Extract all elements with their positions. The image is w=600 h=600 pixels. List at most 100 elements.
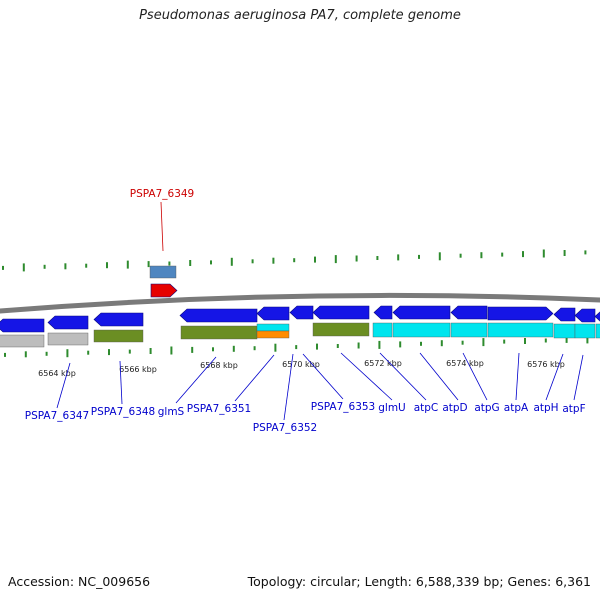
outer-tick [438,252,441,261]
leader-line [419,352,459,401]
gene-label[interactable]: PSPA7_6353 [311,401,376,413]
inner-tick [170,346,173,355]
gene-label[interactable]: glmU [378,402,406,414]
kbp-label: 6570 kbp [282,360,320,369]
inner-tick [440,340,443,347]
inner-tick [149,348,152,354]
cds-arrow [594,311,600,322]
inner-tick [420,341,422,346]
inner-tick [461,340,464,345]
inner-tick [544,338,547,343]
cog-bar [47,332,89,346]
outer-tick [418,254,420,259]
inner-tick [586,335,589,344]
gene-label[interactable]: PSPA7_6348 [91,406,156,418]
inner-tick [503,339,506,344]
gene-label[interactable]: PSPA7_6352 [253,422,318,434]
gene-label[interactable]: atpF [562,403,585,415]
outer-tick [64,263,67,270]
outer-tick [147,261,150,268]
leader-line [573,354,584,401]
leader-line [302,353,344,400]
cds-arrow [93,312,144,327]
cds-arrow [553,307,576,322]
cds-arrow [47,315,89,330]
rna-feature [149,265,177,279]
outer-tick [22,263,25,272]
cds-arrow [450,305,488,320]
leader-line [119,360,123,405]
inner-tick [66,349,69,358]
outer-tick [563,250,566,256]
gene-label[interactable]: atpH [533,402,558,414]
inner-tick [399,341,402,348]
genome-summary-text: Topology: circular; Length: 6,588,339 bp… [247,574,591,589]
leader-line [234,354,275,402]
outer-tick [522,251,524,258]
outer-tick [230,257,233,266]
inner-tick [45,351,48,356]
kbp-label: 6574 kbp [446,359,484,368]
accession-text: Accession: NC_009656 [8,574,151,589]
gene-label[interactable]: PSPA7_6347 [25,410,90,422]
genome-title: Pseudomonas aeruginosa PA7, complete gen… [139,8,461,23]
leader-line [462,352,488,401]
cog-bar [312,322,370,337]
outer-tick [126,260,129,269]
outer-tick [376,256,379,260]
cds-arrow [312,305,370,320]
inner-tick [482,338,485,347]
kbp-label: 6572 kbp [364,359,402,368]
cog-bar [372,322,393,338]
outer-tick [314,256,316,263]
outer-tick-row [2,249,587,272]
kbp-label: 6568 kbp [200,361,238,370]
highlight-cds-arrow [150,283,178,298]
gene-label[interactable]: atpC [414,402,439,414]
cds-arrow [373,305,393,320]
cds-arrow [487,306,554,321]
cog-bar [0,334,45,348]
cds-arrow [179,308,258,323]
cog-bar [256,330,290,339]
leader-line [160,201,164,252]
outer-tick [334,255,337,264]
cds-arrow [574,308,596,323]
gene-label[interactable]: PSPA7_6349 [130,188,195,200]
outer-tick [106,262,108,269]
gene-label[interactable]: atpD [442,402,467,414]
cds-arrow [0,318,45,333]
inner-tick [128,349,131,354]
inner-tick [212,347,214,352]
kbp-scale-labels: 6564 kbp 6566 kbp 6568 kbp 6570 kbp 6572 kbp… [38,359,565,378]
inner-tick [524,338,526,344]
outer-tick [251,259,254,264]
cog-bar [487,322,554,338]
cog-bar [595,323,600,339]
inner-tick [4,352,6,357]
inner-tick [565,336,568,343]
inner-tick [108,349,110,356]
outer-tick [584,250,587,255]
inner-tick [378,340,381,349]
inner-tick [87,350,90,355]
leader-line [545,353,564,401]
gene-label-connectors [56,201,584,421]
outer-tick [85,263,88,268]
leader-line [515,352,520,401]
kbp-label: 6576 kbp [527,360,565,369]
leader-line [283,353,294,421]
gene-label[interactable]: PSPA7_6351 [187,403,252,415]
gene-label[interactable]: glmS [158,406,185,418]
outer-tick [397,254,400,261]
outer-tick [501,252,504,257]
cog-bar [93,329,144,343]
cog-bar [574,323,596,339]
inner-tick [191,346,194,353]
gene-label[interactable]: atpG [474,402,499,414]
genome-backbone [0,292,600,314]
gene-label[interactable]: atpA [504,402,529,414]
